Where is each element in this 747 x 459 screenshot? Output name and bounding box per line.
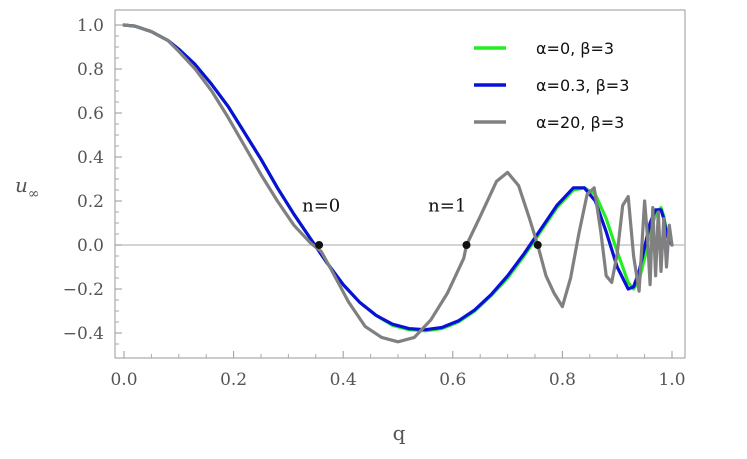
y-axis-label: u∞ xyxy=(15,173,40,202)
zero-crossing-point xyxy=(533,241,542,249)
y-axis: −0.4 −0.2 0.0 0.2 0.4 0.6 0.8 1.0 xyxy=(63,16,122,345)
x-axis-label: q xyxy=(393,421,406,445)
x-tick-label: 0.4 xyxy=(330,370,357,390)
x-tick-label: 0.6 xyxy=(439,370,466,390)
y-tick-label: −0.2 xyxy=(63,280,104,300)
plot-frame xyxy=(114,9,686,359)
y-tick-label: 0.8 xyxy=(77,60,104,80)
annotation-labels: n=0 n=1 xyxy=(302,195,466,216)
y-axis-label-main: u xyxy=(15,173,28,197)
y-tick-label: 0.4 xyxy=(77,148,104,168)
y-axis-label-sub: ∞ xyxy=(28,186,40,202)
y-tick-label: 0.0 xyxy=(77,236,104,256)
x-axis: 0.0 0.2 0.4 0.6 0.8 1.0 xyxy=(110,351,686,390)
legend-label: α=20, β=3 xyxy=(536,113,624,132)
y-tick-label: 0.6 xyxy=(77,104,104,124)
legend-label: α=0, β=3 xyxy=(536,39,614,58)
x-tick-label: 0.2 xyxy=(220,370,247,390)
x-tick-label: 0.8 xyxy=(549,370,576,390)
annotation-label: n=0 xyxy=(302,195,340,216)
y-tick-label: 1.0 xyxy=(77,16,104,36)
series-line-0 xyxy=(122,23,674,333)
series-line-2 xyxy=(122,23,674,344)
x-tick-label: 1.0 xyxy=(658,370,685,390)
legend: α=0, β=3 α=0.3, β=3 α=20, β=3 xyxy=(474,39,629,132)
legend-label: α=0.3, β=3 xyxy=(536,76,629,95)
x-tick-label: 0.0 xyxy=(110,370,137,390)
y-tick-label: −0.4 xyxy=(63,324,104,344)
zero-crossing-point xyxy=(462,241,471,249)
annotation-points xyxy=(315,241,542,249)
series-group xyxy=(122,23,674,344)
y-tick-label: 0.2 xyxy=(77,192,104,212)
series-line-1 xyxy=(122,23,674,332)
annotation-label: n=1 xyxy=(428,195,466,216)
zero-crossing-point xyxy=(315,241,324,249)
